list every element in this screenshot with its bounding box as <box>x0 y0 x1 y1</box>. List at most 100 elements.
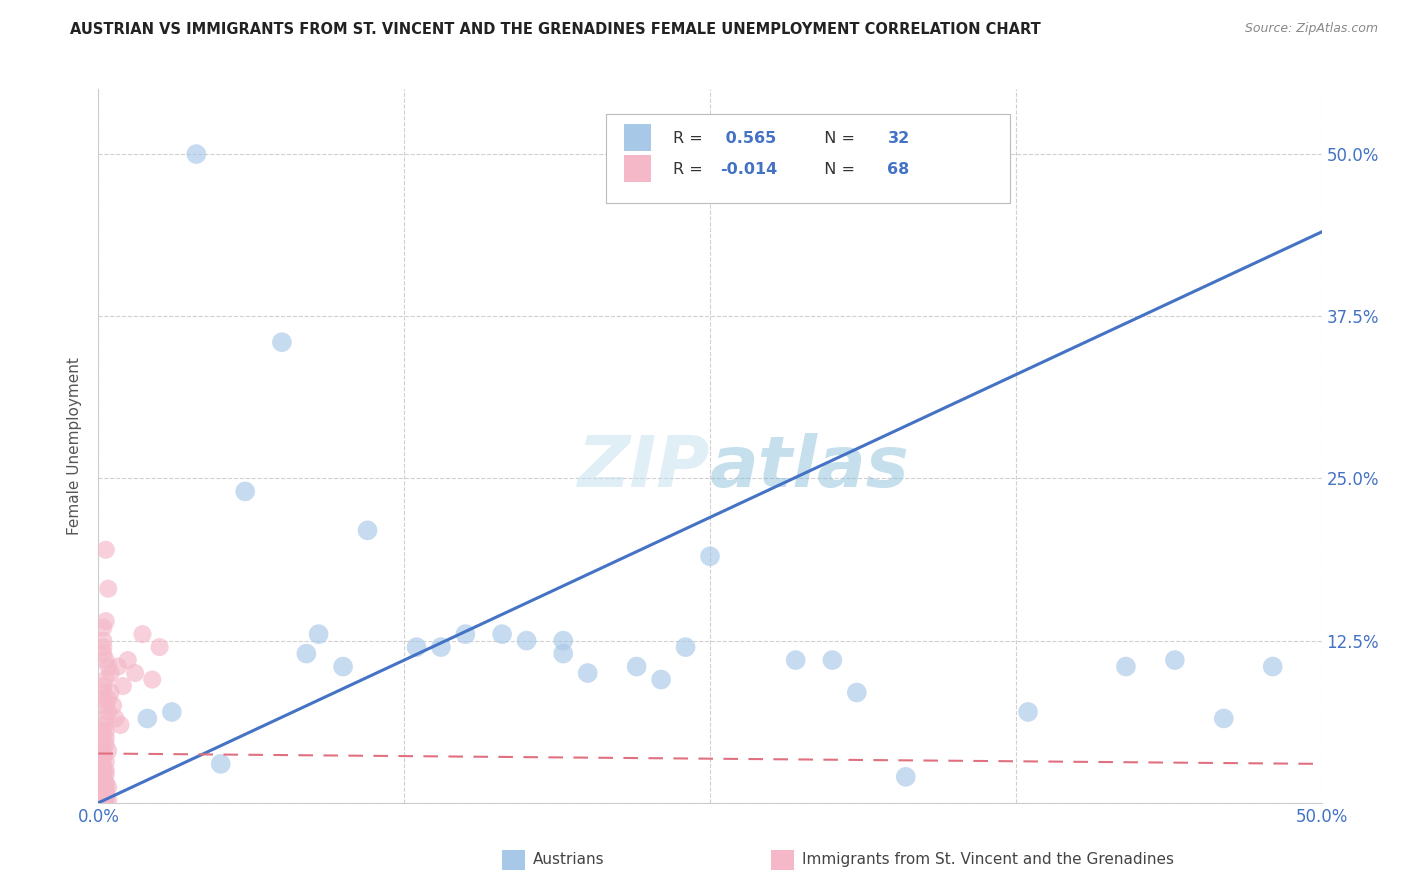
Point <box>91 640 114 654</box>
Point <box>124 666 146 681</box>
Point <box>94 542 117 557</box>
Point <box>110 718 132 732</box>
Text: Austrians: Austrians <box>533 853 605 867</box>
Text: 0.565: 0.565 <box>720 131 776 146</box>
Point <box>91 790 114 805</box>
Text: N =: N = <box>814 162 860 178</box>
Point <box>894 770 917 784</box>
Point <box>576 666 599 681</box>
Point <box>94 782 117 797</box>
Point <box>104 711 127 725</box>
Point <box>91 679 114 693</box>
Point <box>94 776 117 790</box>
Point <box>94 767 117 781</box>
Point <box>91 633 114 648</box>
Point <box>270 335 294 350</box>
Text: N =: N = <box>814 131 860 146</box>
Point <box>91 718 114 732</box>
Point <box>91 747 114 761</box>
Point <box>91 724 114 739</box>
Point <box>91 782 114 797</box>
Point <box>356 524 378 538</box>
Point <box>94 614 117 628</box>
Point <box>91 789 114 804</box>
Point <box>94 731 117 745</box>
Point <box>821 653 844 667</box>
Point <box>91 750 114 764</box>
Point <box>94 787 117 801</box>
Point <box>91 770 114 784</box>
Point <box>91 750 114 764</box>
Point <box>131 627 153 641</box>
Point <box>553 647 575 661</box>
Point <box>1212 711 1234 725</box>
Point <box>91 785 114 799</box>
Point <box>101 698 124 713</box>
Point <box>1017 705 1039 719</box>
Point <box>97 692 120 706</box>
Point <box>94 653 117 667</box>
Text: 68: 68 <box>887 162 910 178</box>
Point <box>97 780 120 795</box>
Point <box>94 711 117 725</box>
Point <box>1164 653 1187 667</box>
Point <box>1115 659 1137 673</box>
Point <box>136 711 159 725</box>
Point <box>454 627 477 641</box>
Point <box>94 792 117 806</box>
Point <box>94 764 117 778</box>
Text: AUSTRIAN VS IMMIGRANTS FROM ST. VINCENT AND THE GRENADINES FEMALE UNEMPLOYMENT C: AUSTRIAN VS IMMIGRANTS FROM ST. VINCENT … <box>70 22 1040 37</box>
Point <box>91 793 114 807</box>
Point <box>160 705 183 719</box>
Point <box>91 759 114 773</box>
Point <box>91 782 114 797</box>
Point <box>295 647 318 661</box>
Text: R =: R = <box>673 131 709 146</box>
Point <box>186 147 208 161</box>
Point <box>94 784 117 798</box>
Point <box>117 653 139 667</box>
Point <box>553 633 575 648</box>
Point <box>94 698 117 713</box>
Text: ZIP: ZIP <box>578 433 710 502</box>
Point <box>97 705 120 719</box>
FancyBboxPatch shape <box>624 124 651 151</box>
Point <box>94 793 117 807</box>
Point <box>141 673 163 687</box>
Point <box>100 666 122 681</box>
Point <box>626 659 648 673</box>
Text: Immigrants from St. Vincent and the Grenadines: Immigrants from St. Vincent and the Gren… <box>801 853 1174 867</box>
Point <box>97 793 120 807</box>
Point <box>94 754 117 768</box>
Point <box>91 685 114 699</box>
Point <box>699 549 721 564</box>
Y-axis label: Female Unemployment: Female Unemployment <box>67 357 83 535</box>
Point <box>91 792 114 806</box>
Point <box>209 756 232 771</box>
Point <box>100 685 122 699</box>
Point <box>405 640 427 654</box>
Point <box>233 484 256 499</box>
Point <box>430 640 453 654</box>
Point <box>491 627 513 641</box>
Point <box>91 692 114 706</box>
Point <box>97 659 120 673</box>
Point <box>94 724 117 739</box>
FancyBboxPatch shape <box>606 114 1010 203</box>
Point <box>91 772 114 787</box>
Point <box>107 659 129 673</box>
Point <box>149 640 172 654</box>
Point <box>308 627 330 641</box>
Point <box>785 653 807 667</box>
Point <box>111 679 134 693</box>
Point <box>94 788 117 802</box>
Point <box>94 789 117 804</box>
Point <box>91 772 114 787</box>
Text: Source: ZipAtlas.com: Source: ZipAtlas.com <box>1244 22 1378 36</box>
Text: 32: 32 <box>887 131 910 146</box>
Point <box>91 764 114 778</box>
Point <box>870 147 893 161</box>
Text: R =: R = <box>673 162 709 178</box>
Text: -0.014: -0.014 <box>720 162 778 178</box>
Text: atlas: atlas <box>710 433 910 502</box>
